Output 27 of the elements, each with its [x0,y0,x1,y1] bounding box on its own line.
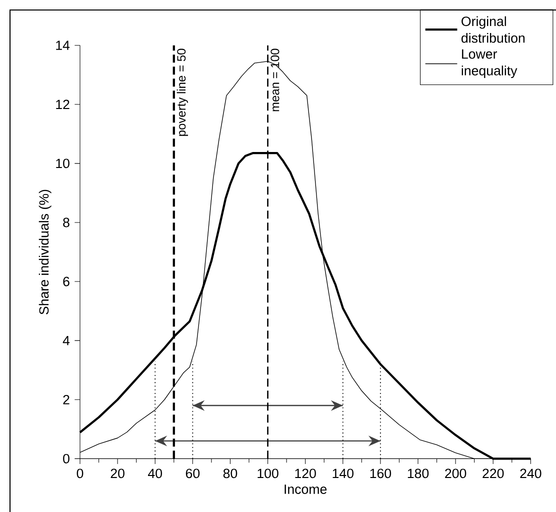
x-tick-label: 120 [295,468,316,478]
y-tick-label: 14 [56,40,70,50]
legend-label: Lower inequality [462,49,518,78]
x-tick-label: 200 [445,468,466,478]
x-tick-label: 40 [148,468,162,478]
ref-line-label: poverty line = 50 [176,48,188,136]
x-tick-label: 240 [520,468,542,478]
y-tick-label: 2 [63,394,70,404]
x-tick-label: 80 [223,468,238,478]
y-tick-label: 10 [56,158,70,168]
y-tick-label: 8 [63,218,70,228]
x-tick-label: 220 [482,468,504,478]
x-tick-label: 20 [110,468,124,478]
legend-label: Original distribution [462,16,525,43]
x-tick-label: 180 [408,468,429,478]
x-tick-label: 0 [76,468,84,478]
y-axis-title: Share individuals (%) [38,190,52,314]
y-tick-label: 12 [56,100,70,110]
ref-line-label: mean = 100 [270,48,280,112]
x-tick-label: 140 [332,468,354,478]
x-tick-label: 160 [370,468,392,478]
x-tick-label: 60 [186,468,200,478]
y-tick-label: 6 [63,276,70,286]
x-axis-title: Income [284,484,327,494]
y-tick-label: 4 [62,336,70,346]
x-tick-label: 100 [258,468,278,478]
y-tick-label: 0 [63,454,70,464]
